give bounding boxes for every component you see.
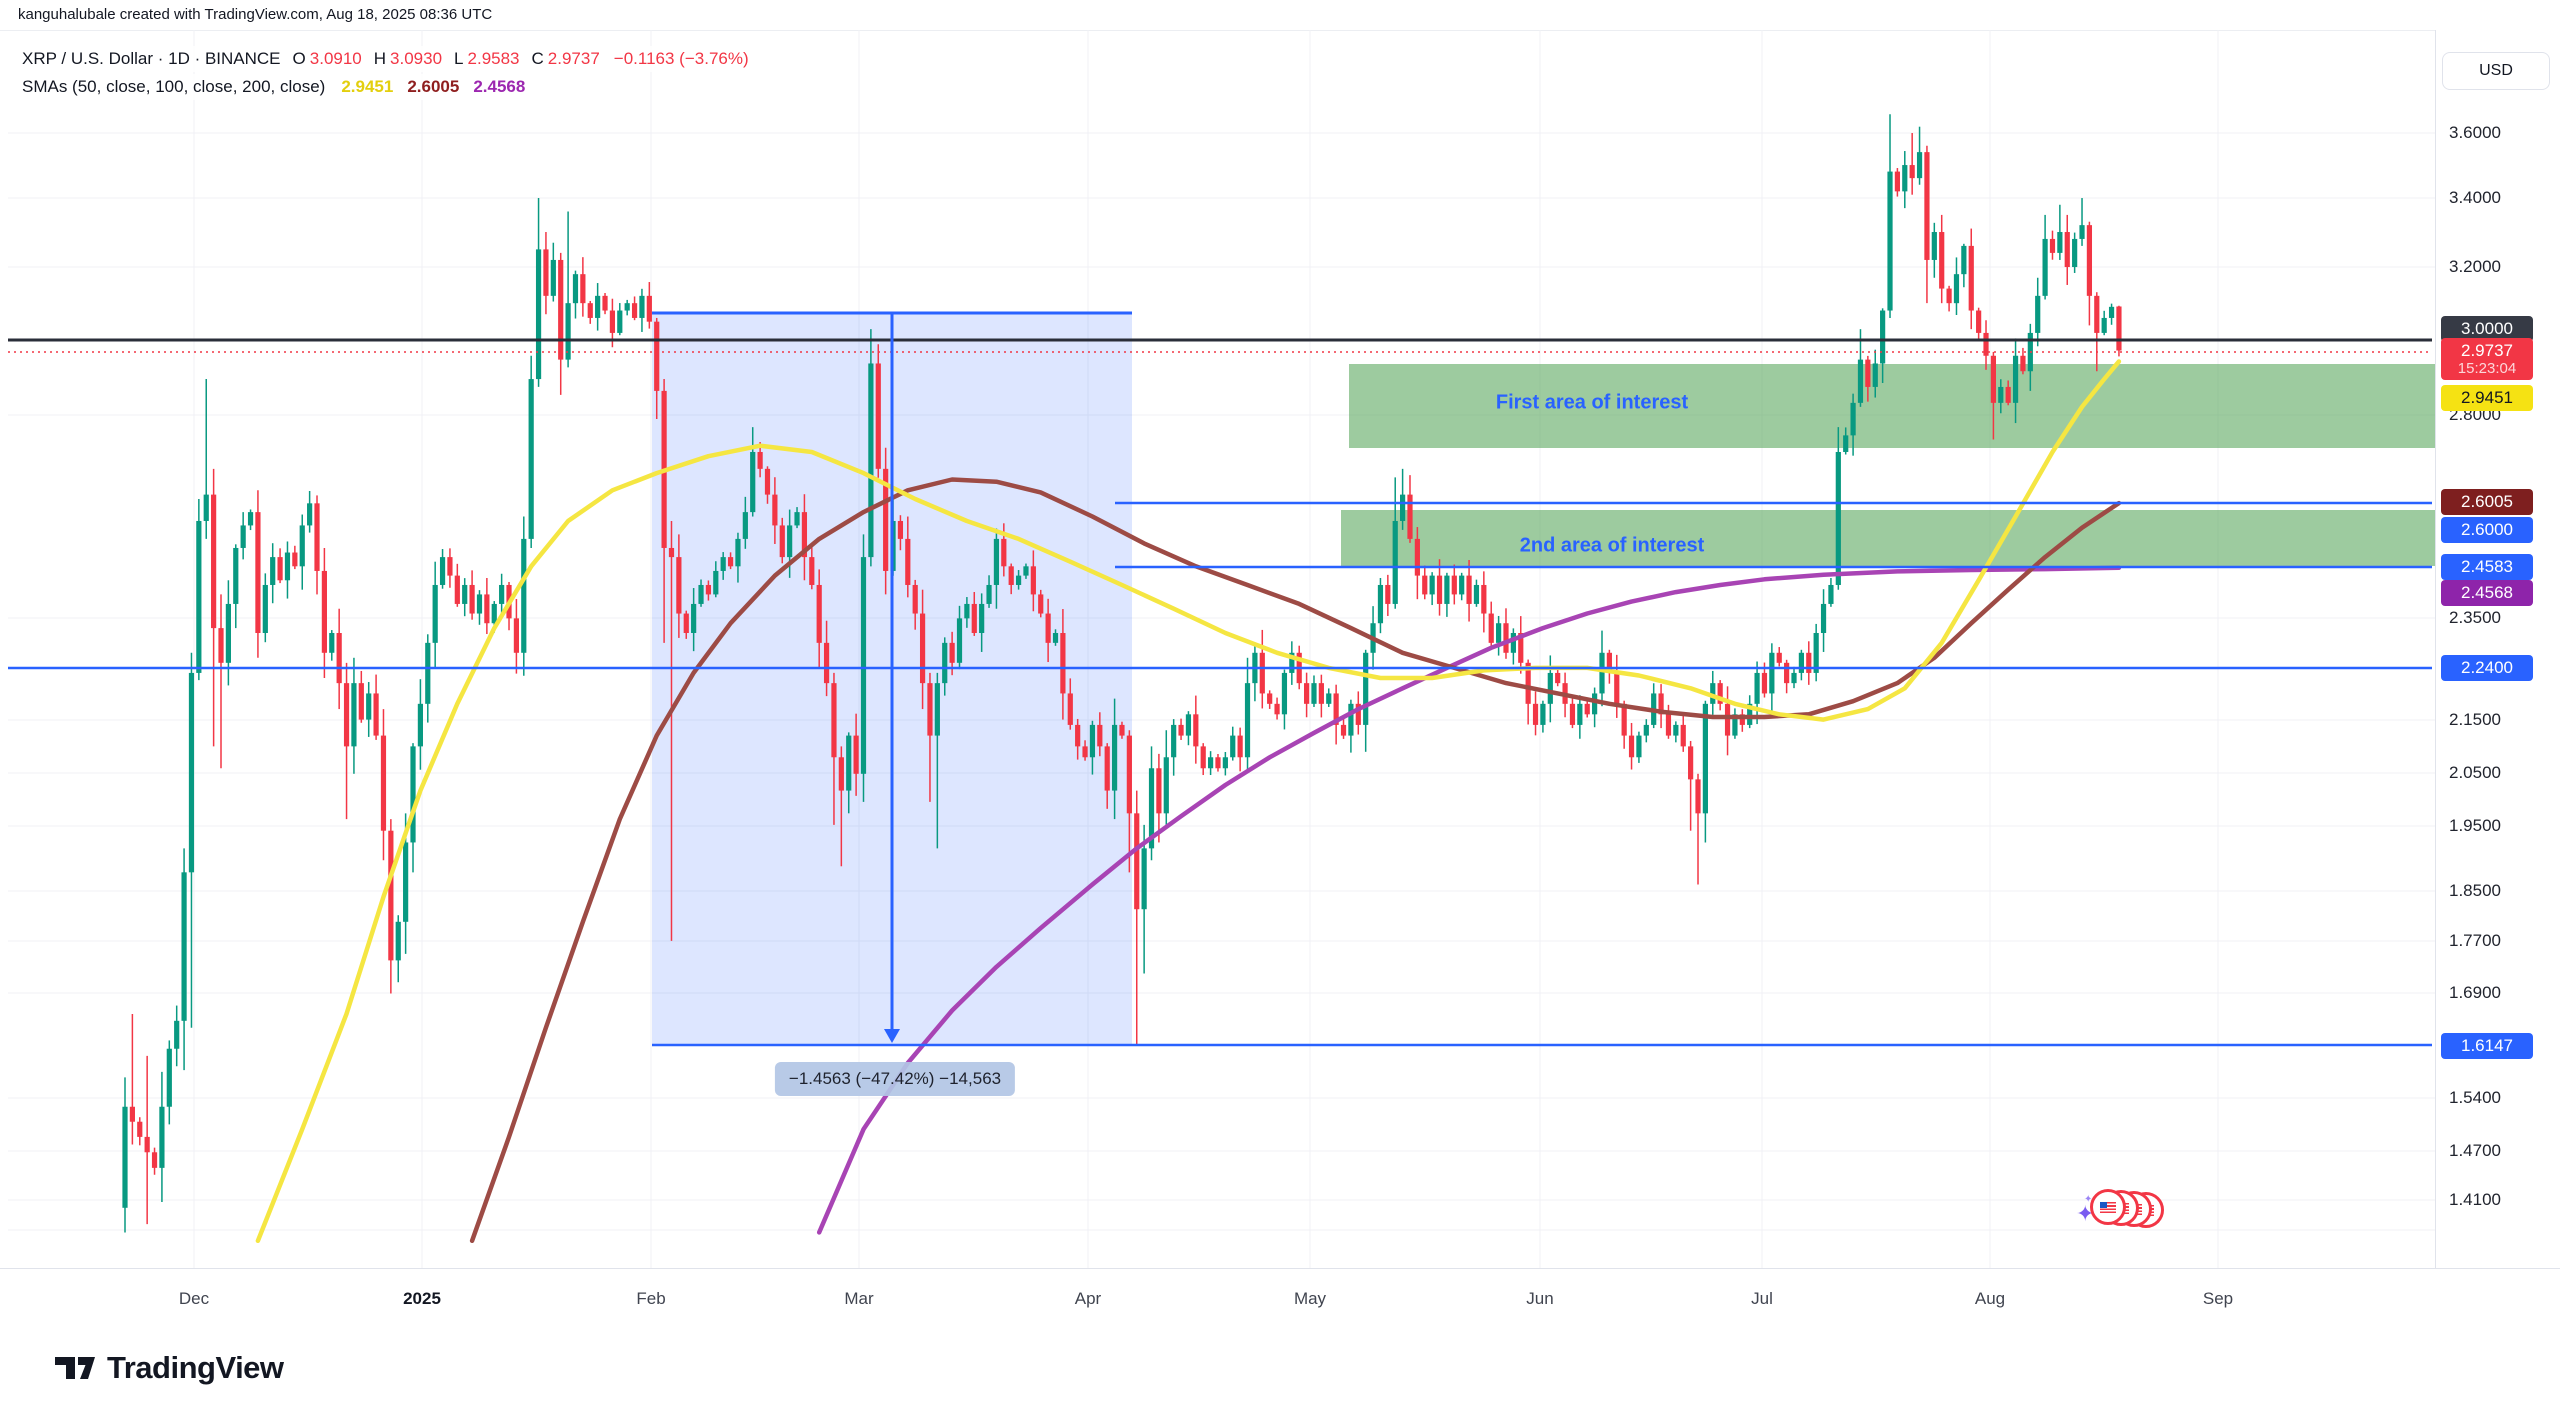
time-axis-label-2025: 2025 xyxy=(403,1289,441,1308)
low-value: 2.9583 xyxy=(467,49,520,68)
price-badge-2.6005: 2.6005 xyxy=(2441,489,2533,515)
symbol-title: XRP / U.S. Dollar · 1D · BINANCE xyxy=(22,49,281,68)
sma-line-sma100 xyxy=(469,477,2122,1244)
time-axis-label-Mar: Mar xyxy=(844,1289,874,1308)
footer: TradingView xyxy=(0,1332,2560,1413)
events-marker-group[interactable]: ✦ ✦ xyxy=(2076,1188,2176,1232)
us-flag-event-icon[interactable] xyxy=(2090,1189,2126,1225)
sma200-value: 2.4568 xyxy=(473,77,526,96)
price-tick-label: 2.1500 xyxy=(2449,710,2501,729)
sma100-value: 2.6005 xyxy=(407,77,460,96)
area-of-interest-label[interactable]: 2nd area of interest xyxy=(1519,534,1705,557)
open-value: 3.0910 xyxy=(309,49,362,68)
area-of-interest-label[interactable]: First area of interest xyxy=(1495,391,1689,414)
price-badge-2.4568: 2.4568 xyxy=(2441,580,2533,606)
price-badge-1.6147: 1.6147 xyxy=(2441,1033,2533,1059)
chart-legend: XRP / U.S. Dollar · 1D · BINANCE O 3.0910… xyxy=(14,46,761,102)
sparkle-small-icon: ✦ xyxy=(2084,1194,2093,1205)
price-tick-label: 3.4000 xyxy=(2449,188,2501,207)
price-tick-label: 1.7700 xyxy=(2449,931,2501,950)
area-of-interest-box xyxy=(1341,510,2437,566)
change-value: −0.1163 (−3.76%) xyxy=(613,49,749,68)
close-label: C xyxy=(531,49,544,68)
pane-divider xyxy=(0,30,2560,31)
price-tick-label: 1.8500 xyxy=(2449,881,2501,900)
time-axis-label-Jun: Jun xyxy=(1526,1289,1554,1308)
time-axis-label-Aug: Aug xyxy=(1974,1289,2006,1308)
sma-line-sma200 xyxy=(816,565,2122,1235)
sparkle-icon: ✦ xyxy=(2076,1201,2095,1226)
price-tick-label: 1.5400 xyxy=(2449,1088,2501,1107)
close-value: 2.9737 xyxy=(547,49,600,68)
price-tick-label: 3.6000 xyxy=(2449,123,2501,142)
currency-toggle-button[interactable]: USD xyxy=(2442,52,2550,90)
tradingview-logo-text: TradingView xyxy=(107,1350,284,1385)
time-axis-label-Dec: Dec xyxy=(178,1289,210,1308)
price-tick-label: 3.2000 xyxy=(2449,257,2501,276)
open-label: O xyxy=(292,49,306,68)
low-label: L xyxy=(454,49,464,68)
price-tick-label: 2.0500 xyxy=(2449,763,2501,782)
price-tick-label: 1.6900 xyxy=(2449,983,2501,1002)
sma-title: SMAs (50, close, 100, close, 200, close) xyxy=(22,77,326,96)
price-tick-label: 1.4100 xyxy=(2449,1190,2501,1209)
price-tick-label: 1.9500 xyxy=(2449,816,2501,835)
time-axis-label-May: May xyxy=(1293,1289,1327,1308)
price-badge-2.2400: 2.2400 xyxy=(2441,655,2533,681)
time-axis-label-Jul: Jul xyxy=(1751,1289,1773,1308)
high-value: 3.0930 xyxy=(390,49,443,68)
attribution-text: kanguhalubale created with TradingView.c… xyxy=(18,6,493,23)
price-tick-label: 2.3500 xyxy=(2449,608,2501,627)
price-badge-2.4583: 2.4583 xyxy=(2441,554,2533,580)
sma-legend-row[interactable]: SMAs (50, close, 100, close, 200, close)… xyxy=(14,74,538,100)
high-label: H xyxy=(373,49,387,68)
symbol-legend-row[interactable]: XRP / U.S. Dollar · 1D · BINANCE O 3.0910… xyxy=(14,46,761,72)
us-flag xyxy=(2100,1201,2116,1213)
measurement-arrowhead xyxy=(884,1029,900,1043)
price-tick-label: 1.4700 xyxy=(2449,1141,2501,1160)
price-badge-2.9451: 2.9451 xyxy=(2441,385,2533,411)
time-axis-label-Apr: Apr xyxy=(1074,1289,1102,1308)
sma50-value: 2.9451 xyxy=(341,77,394,96)
price-badge-3.0000: 3.0000 xyxy=(2441,316,2533,342)
time-axis-label-Feb: Feb xyxy=(636,1289,666,1308)
price-badge-2.6000: 2.6000 xyxy=(2441,517,2533,543)
tradingview-logo-icon xyxy=(55,1357,95,1379)
price-badge-2.9737: 2.9737 15:23:04 xyxy=(2441,338,2533,380)
sma-line-sma50 xyxy=(255,359,2122,1244)
countdown-timer: 15:23:04 xyxy=(2457,360,2517,377)
time-axis[interactable]: Dec 2025 Feb Mar Apr May Jun Jul Aug Sep xyxy=(0,1268,2560,1333)
measurement-label[interactable]: −1.4563 (−47.42%) −14,563 xyxy=(774,1062,1016,1096)
tradingview-logo[interactable]: TradingView xyxy=(55,1350,284,1386)
time-axis-label-Sep: Sep xyxy=(2202,1289,2234,1308)
area-of-interest-box xyxy=(1349,364,2437,448)
price-scale[interactable]: USD 3.6000 3.4000 3.2000 2.8000 2.3500 2.1500… xyxy=(2435,30,2560,1268)
